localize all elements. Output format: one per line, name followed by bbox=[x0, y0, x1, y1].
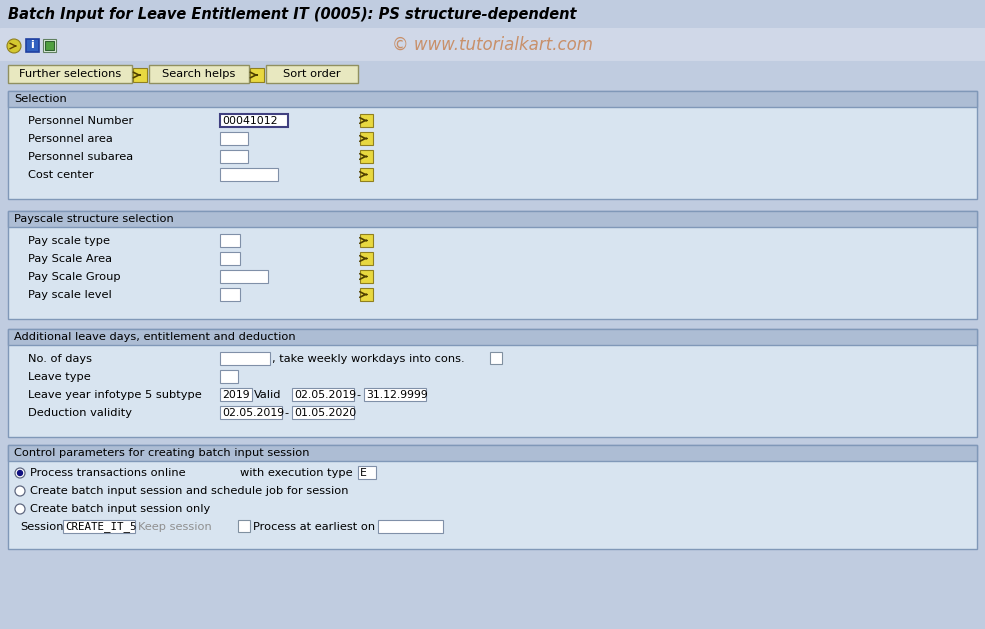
Text: 00041012: 00041012 bbox=[222, 116, 278, 126]
Text: E: E bbox=[360, 467, 366, 477]
Bar bbox=[360, 114, 373, 127]
Text: Pay Scale Area: Pay Scale Area bbox=[28, 254, 112, 264]
Bar bbox=[250, 68, 264, 82]
Text: Search helps: Search helps bbox=[163, 69, 235, 79]
Text: 02.05.2019: 02.05.2019 bbox=[294, 389, 357, 399]
Bar bbox=[8, 91, 977, 199]
Bar bbox=[149, 65, 249, 83]
Bar bbox=[8, 65, 132, 83]
Bar bbox=[8, 445, 977, 549]
Bar bbox=[8, 329, 977, 437]
Text: 02.05.2019: 02.05.2019 bbox=[222, 408, 284, 418]
Text: Payscale structure selection: Payscale structure selection bbox=[14, 214, 173, 224]
Text: Process transactions online: Process transactions online bbox=[30, 468, 185, 478]
Text: Batch Input for Leave Entitlement IT (0005): PS structure-dependent: Batch Input for Leave Entitlement IT (00… bbox=[8, 6, 576, 21]
Text: Personnel subarea: Personnel subarea bbox=[28, 152, 133, 162]
Text: Sort order: Sort order bbox=[284, 69, 341, 79]
Text: -: - bbox=[284, 408, 289, 418]
Bar bbox=[360, 270, 373, 283]
Text: -: - bbox=[356, 390, 361, 400]
Bar bbox=[26, 39, 39, 52]
Text: Selection: Selection bbox=[14, 94, 67, 104]
Bar bbox=[360, 288, 373, 301]
Text: CREATE_IT_5: CREATE_IT_5 bbox=[65, 521, 137, 532]
Text: Pay scale type: Pay scale type bbox=[28, 236, 110, 246]
Text: Deduction validity: Deduction validity bbox=[28, 408, 132, 418]
Bar bbox=[0, 61, 985, 87]
Bar bbox=[220, 252, 240, 265]
Bar bbox=[8, 445, 977, 461]
Text: Session: Session bbox=[20, 522, 63, 532]
Text: No. of days: No. of days bbox=[28, 354, 92, 364]
Bar bbox=[8, 211, 977, 319]
Bar bbox=[220, 168, 278, 181]
Text: Keep session: Keep session bbox=[138, 522, 212, 532]
Bar bbox=[45, 41, 54, 50]
Circle shape bbox=[15, 468, 25, 478]
Circle shape bbox=[7, 39, 21, 53]
Bar bbox=[220, 388, 252, 401]
Text: Create batch input session and schedule job for session: Create batch input session and schedule … bbox=[30, 486, 349, 496]
Circle shape bbox=[15, 486, 25, 496]
Bar bbox=[220, 370, 238, 383]
Text: i: i bbox=[31, 40, 33, 50]
Bar bbox=[360, 234, 373, 247]
Text: 31.12.9999: 31.12.9999 bbox=[366, 389, 427, 399]
Bar bbox=[133, 68, 147, 82]
Text: Create batch input session only: Create batch input session only bbox=[30, 504, 210, 514]
Bar bbox=[292, 388, 354, 401]
Bar bbox=[220, 234, 240, 247]
Bar bbox=[8, 211, 977, 227]
Bar bbox=[220, 114, 288, 127]
Text: Leave type: Leave type bbox=[28, 372, 91, 382]
Bar bbox=[360, 168, 373, 181]
Text: Personnel Number: Personnel Number bbox=[28, 116, 133, 126]
Bar bbox=[266, 65, 358, 83]
Text: , take weekly workdays into cons.: , take weekly workdays into cons. bbox=[272, 354, 465, 364]
Text: Pay scale level: Pay scale level bbox=[28, 290, 111, 300]
Bar bbox=[220, 270, 268, 283]
Bar bbox=[358, 466, 376, 479]
Bar bbox=[220, 352, 270, 365]
Bar bbox=[360, 150, 373, 163]
Bar bbox=[63, 520, 135, 533]
Bar bbox=[0, 0, 985, 28]
Bar bbox=[238, 520, 250, 532]
Bar bbox=[360, 252, 373, 265]
Text: Control parameters for creating batch input session: Control parameters for creating batch in… bbox=[14, 448, 309, 458]
Text: Further selections: Further selections bbox=[19, 69, 121, 79]
Bar bbox=[8, 91, 977, 107]
Text: Cost center: Cost center bbox=[28, 170, 94, 180]
Bar bbox=[8, 329, 977, 345]
Bar bbox=[364, 388, 426, 401]
Text: Process at earliest on: Process at earliest on bbox=[253, 522, 375, 532]
Bar bbox=[220, 288, 240, 301]
Bar bbox=[360, 132, 373, 145]
Bar bbox=[220, 132, 248, 145]
Text: © www.tutorialkart.com: © www.tutorialkart.com bbox=[392, 35, 593, 53]
Text: Leave year infotype 5 subtype: Leave year infotype 5 subtype bbox=[28, 390, 202, 400]
Text: 01.05.2020: 01.05.2020 bbox=[294, 408, 357, 418]
Bar bbox=[0, 28, 985, 61]
Bar bbox=[490, 352, 502, 364]
Text: Personnel area: Personnel area bbox=[28, 134, 112, 144]
Bar bbox=[292, 406, 354, 419]
Circle shape bbox=[15, 504, 25, 514]
Bar bbox=[220, 406, 282, 419]
Text: with execution type: with execution type bbox=[240, 468, 353, 478]
Bar bbox=[220, 150, 248, 163]
Text: Additional leave days, entitlement and deduction: Additional leave days, entitlement and d… bbox=[14, 332, 296, 342]
Bar bbox=[378, 520, 443, 533]
Circle shape bbox=[18, 470, 23, 476]
Text: 2019: 2019 bbox=[222, 389, 249, 399]
Text: Pay Scale Group: Pay Scale Group bbox=[28, 272, 120, 282]
Text: Valid: Valid bbox=[254, 390, 282, 400]
Bar bbox=[43, 39, 56, 52]
